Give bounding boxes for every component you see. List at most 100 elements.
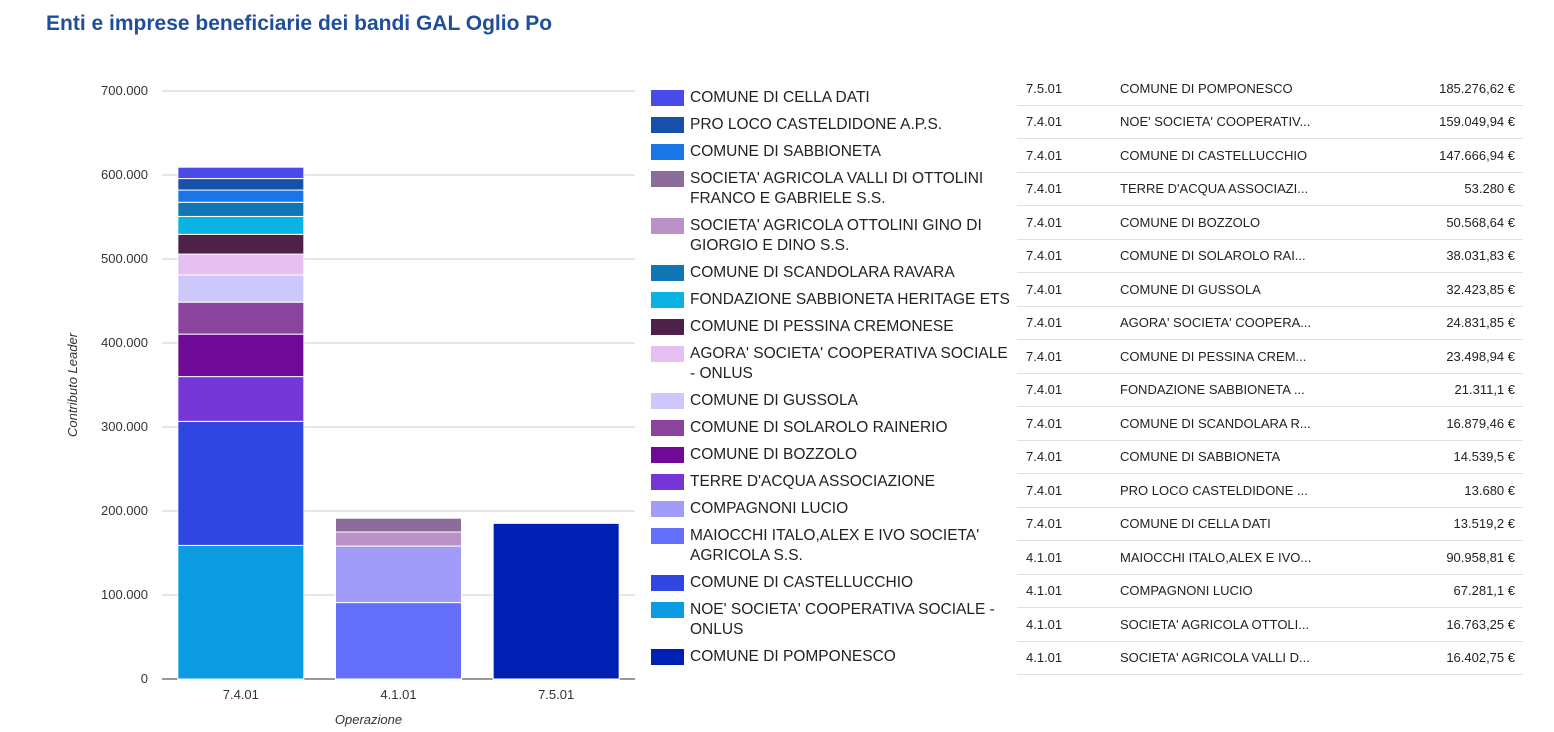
y-tick-label: 700.000	[101, 83, 148, 98]
beneficiary-cell: NOE' SOCIETA' COOPERATIV...	[1120, 105, 1420, 139]
bar-segment[interactable]	[177, 274, 305, 303]
legend-swatch	[651, 393, 684, 409]
table-row[interactable]: 7.4.01 NOE' SOCIETA' COOPERATIV... 159.049…	[1017, 105, 1523, 139]
table-row[interactable]: 7.4.01 COMUNE DI SCANDOLARA R... 16.879,46…	[1017, 406, 1523, 441]
legend-item[interactable]: SOCIETA' AGRICOLA OTTOLINI GINO DI GIORG…	[651, 216, 1011, 256]
table-row[interactable]: 7.4.01 AGORA' SOCIETA' COOPERA... 24.831,8…	[1017, 306, 1523, 340]
bar-segment[interactable]	[177, 253, 305, 276]
amount-cell: 14.539,5 €	[1420, 440, 1523, 474]
legend-swatch	[651, 575, 684, 591]
legend-label: COMUNE DI SCANDOLARA RAVARA	[690, 264, 955, 281]
y-tick-label: 100.000	[101, 587, 148, 602]
legend-item[interactable]: AGORA' SOCIETA' COOPERATIVA SOCIALE - ON…	[651, 344, 1011, 384]
legend-item[interactable]: COMPAGNONI LUCIO	[651, 499, 1011, 519]
legend-label: COMUNE DI PESSINA CREMONESE	[690, 318, 954, 335]
bar-segment[interactable]	[177, 166, 305, 180]
table-row[interactable]: 7.4.01 PRO LOCO CASTELDIDONE ... 13.680 €	[1017, 473, 1523, 508]
bar-segment[interactable]	[335, 517, 462, 533]
legend-label: FONDAZIONE SABBIONETA HERITAGE ETS	[690, 291, 1010, 308]
legend-swatch	[651, 292, 684, 308]
amount-cell: 16.879,46 €	[1420, 406, 1523, 441]
operation-cell: 7.4.01	[1017, 272, 1120, 307]
legend-item[interactable]: COMUNE DI CELLA DATI	[651, 88, 1011, 108]
stacked-bar-chart: 0 100.000 200.000 300.000 400.000 500.000 600.…	[65, 83, 635, 727]
table-row[interactable]: 4.1.01 SOCIETA' AGRICOLA OTTOLI... 16.763,…	[1017, 607, 1523, 642]
table-row[interactable]: 7.4.01 FONDAZIONE SABBIONETA ... 21.311,1 …	[1017, 373, 1523, 407]
operation-cell: 7.4.01	[1017, 473, 1120, 508]
table-row[interactable]: 7.4.01 TERRE D'ACQUA ASSOCIAZI... 53.280 €	[1017, 172, 1523, 206]
bar-segment[interactable]	[335, 545, 462, 604]
beneficiary-cell: COMUNE DI POMPONESCO	[1120, 72, 1420, 106]
legend-swatch	[651, 346, 684, 362]
legend-item[interactable]: COMUNE DI SCANDOLARA RAVARA	[651, 263, 1011, 283]
legend-item[interactable]: COMUNE DI BOZZOLO	[651, 445, 1011, 465]
x-tick-label: 7.4.01	[223, 687, 259, 702]
table-row[interactable]: 7.4.01 COMUNE DI BOZZOLO 50.568,64 €	[1017, 205, 1523, 240]
legend-item[interactable]: COMUNE DI CASTELLUCCHIO	[651, 573, 1011, 593]
amount-cell: 13.519,2 €	[1420, 507, 1523, 541]
legend-item[interactable]: COMUNE DI PESSINA CREMONESE	[651, 317, 1011, 337]
bar-segment[interactable]	[177, 189, 305, 203]
bar-segment[interactable]	[177, 201, 305, 217]
bar-segment[interactable]	[177, 178, 305, 191]
legend-item[interactable]: COMUNE DI SOLAROLO RAINERIO	[651, 418, 1011, 438]
x-axis-title: Operazione	[335, 712, 402, 727]
bar-segment[interactable]	[177, 333, 305, 378]
legend-item[interactable]: MAIOCCHI ITALO,ALEX E IVO SOCIETA' AGRIC…	[651, 526, 1011, 566]
legend-item[interactable]: COMUNE DI SABBIONETA	[651, 142, 1011, 162]
bar-segment[interactable]	[177, 544, 305, 680]
legend-label: TERRE D'ACQUA ASSOCIAZIONE	[690, 473, 935, 490]
page-title: Enti e imprese beneficiarie dei bandi GA…	[46, 12, 553, 35]
table-row[interactable]: 4.1.01 COMPAGNONI LUCIO 67.281,1 €	[1017, 574, 1523, 608]
operation-cell: 7.4.01	[1017, 172, 1120, 206]
table-row[interactable]: 7.4.01 COMUNE DI SABBIONETA 14.539,5 €	[1017, 440, 1523, 474]
bar-segment[interactable]	[177, 233, 305, 255]
table-row[interactable]: 7.4.01 COMUNE DI CELLA DATI 13.519,2 €	[1017, 507, 1523, 541]
legend-label: COMUNE DI POMPONESCO	[690, 648, 896, 665]
beneficiary-cell: SOCIETA' AGRICOLA OTTOLI...	[1120, 607, 1420, 642]
beneficiary-cell: COMUNE DI PESSINA CREM...	[1120, 339, 1420, 374]
legend-item[interactable]: FONDAZIONE SABBIONETA HERITAGE ETS	[651, 290, 1011, 310]
amount-cell: 185.276,62 €	[1420, 72, 1523, 106]
legend-swatch	[651, 90, 684, 106]
beneficiary-cell: COMUNE DI CASTELLUCCHIO	[1120, 138, 1420, 173]
bar-segment[interactable]	[492, 522, 620, 680]
y-tick-label: 400.000	[101, 335, 148, 350]
table-row[interactable]: 7.4.01 COMUNE DI SOLAROLO RAI... 38.031,83…	[1017, 239, 1523, 273]
bar-segment[interactable]	[177, 215, 305, 235]
table-row[interactable]: 4.1.01 MAIOCCHI ITALO,ALEX E IVO... 90.958…	[1017, 540, 1523, 575]
legend-label: COMPAGNONI LUCIO	[690, 500, 849, 517]
legend-label: SOCIETA' AGRICOLA VALLI DI OTTOLINI FRAN…	[690, 170, 984, 207]
legend-item[interactable]: TERRE D'ACQUA ASSOCIAZIONE	[651, 472, 1011, 492]
y-tick-label: 0	[141, 671, 148, 686]
table-row[interactable]: 7.4.01 COMUNE DI CASTELLUCCHIO 147.666,94 …	[1017, 138, 1523, 173]
bar-segment[interactable]	[177, 420, 305, 546]
legend-swatch	[651, 447, 684, 463]
legend-label: COMUNE DI BOZZOLO	[690, 446, 858, 463]
table-row[interactable]: 7.5.01 COMUNE DI POMPONESCO 185.276,62 €	[1017, 72, 1523, 106]
legend-swatch	[651, 218, 684, 234]
amount-cell: 24.831,85 €	[1420, 306, 1523, 340]
legend-item[interactable]: COMUNE DI GUSSOLA	[651, 391, 1011, 411]
beneficiary-cell: COMUNE DI SABBIONETA	[1120, 440, 1420, 474]
bar-segment[interactable]	[335, 531, 462, 547]
table-row[interactable]: 7.4.01 COMUNE DI GUSSOLA 32.423,85 €	[1017, 272, 1523, 307]
legend-item[interactable]: PRO LOCO CASTELDIDONE A.P.S.	[651, 115, 1011, 135]
bar-segment[interactable]	[177, 376, 305, 422]
beneficiary-cell: PRO LOCO CASTELDIDONE ...	[1120, 473, 1420, 508]
beneficiary-cell: COMUNE DI SCANDOLARA R...	[1120, 406, 1420, 441]
table-row[interactable]: 4.1.01 SOCIETA' AGRICOLA VALLI D... 16.402…	[1017, 641, 1523, 675]
bar-segment[interactable]	[335, 602, 462, 680]
legend-label: PRO LOCO CASTELDIDONE A.P.S.	[690, 116, 943, 133]
bar-segment[interactable]	[177, 301, 305, 335]
amount-cell: 21.311,1 €	[1420, 373, 1523, 407]
table-row[interactable]: 7.4.01 COMUNE DI PESSINA CREM... 23.498,94…	[1017, 339, 1523, 374]
legend-label: COMUNE DI CELLA DATI	[690, 89, 870, 106]
legend-swatch	[651, 501, 684, 517]
legend-item[interactable]: NOE' SOCIETA' COOPERATIVA SOCIALE - ONLU…	[651, 600, 1011, 640]
operation-cell: 7.4.01	[1017, 239, 1120, 273]
legend-item[interactable]: SOCIETA' AGRICOLA VALLI DI OTTOLINI FRAN…	[651, 169, 1011, 209]
legend-swatch	[651, 144, 684, 160]
beneficiary-cell: SOCIETA' AGRICOLA VALLI D...	[1120, 641, 1420, 675]
legend-item[interactable]: COMUNE DI POMPONESCO	[651, 647, 1011, 667]
